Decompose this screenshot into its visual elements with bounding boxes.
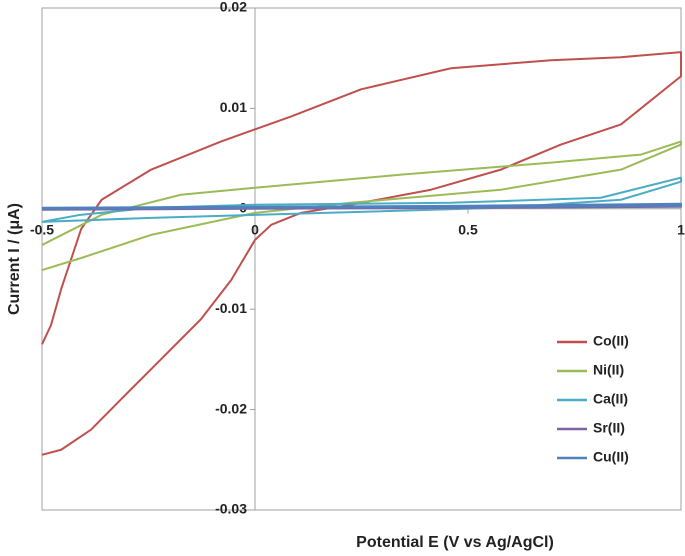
series-line xyxy=(41,140,682,271)
x-tick-label: 1 xyxy=(677,222,685,238)
x-tick-label: 0 xyxy=(251,222,259,238)
legend-label: Ca(II) xyxy=(593,391,628,407)
legend-label: Ni(II) xyxy=(593,362,624,378)
legend-label: Sr(II) xyxy=(593,420,625,436)
series-line xyxy=(41,51,682,456)
y-tick-label: 0.02 xyxy=(220,0,247,15)
series-line xyxy=(41,176,682,223)
x-tick-label: 0.5 xyxy=(458,222,478,238)
y-tick-label: -0.01 xyxy=(215,300,247,316)
y-tick-label: -0.02 xyxy=(215,400,247,416)
series-line xyxy=(41,202,682,210)
y-tick-label: -0.03 xyxy=(215,501,247,517)
x-axis-title: Potential E (V vs Ag/AgCl) xyxy=(356,534,554,551)
plot-frame xyxy=(41,7,682,511)
y-axis-title: Current I / (μA) xyxy=(6,203,23,315)
y-tick-label: 0.01 xyxy=(220,99,247,115)
legend-label: Cu(II) xyxy=(593,449,629,465)
x-tick-label: -0.5 xyxy=(30,222,54,238)
legend-label: Co(II) xyxy=(593,333,629,349)
